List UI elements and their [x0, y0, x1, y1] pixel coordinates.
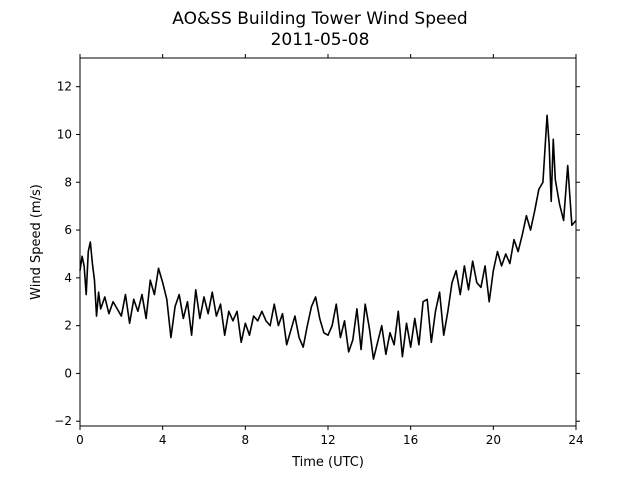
x-tick-label: 12: [320, 433, 335, 447]
y-tick-label: 2: [64, 319, 72, 333]
series-group: [79, 114, 577, 360]
chart-title: AO&SS Building Tower Wind Speed: [172, 9, 467, 29]
y-tick-label: 4: [64, 271, 72, 285]
x-tick-label: 4: [159, 433, 167, 447]
y-tick-label: 8: [64, 175, 72, 189]
x-tick-label: 16: [403, 433, 418, 447]
x-tick-label: 8: [242, 433, 250, 447]
chart-subtitle: 2011-05-08: [271, 30, 370, 50]
x-tick-label: 0: [76, 433, 84, 447]
y-tick-label: 0: [64, 366, 72, 380]
x-tick-label: 20: [486, 433, 501, 447]
y-tick-label: 10: [57, 127, 72, 141]
y-axis-label: Wind Speed (m/s): [29, 184, 44, 300]
plot-frame: [79, 57, 577, 427]
y-tick-label: 12: [57, 80, 72, 94]
y-tick-label: −2: [54, 414, 72, 428]
y-tick-label: 6: [64, 223, 72, 237]
x-axis-label: Time (UTC): [291, 455, 364, 470]
wind-speed-line: [79, 114, 577, 360]
x-tick-label: 24: [568, 433, 583, 447]
